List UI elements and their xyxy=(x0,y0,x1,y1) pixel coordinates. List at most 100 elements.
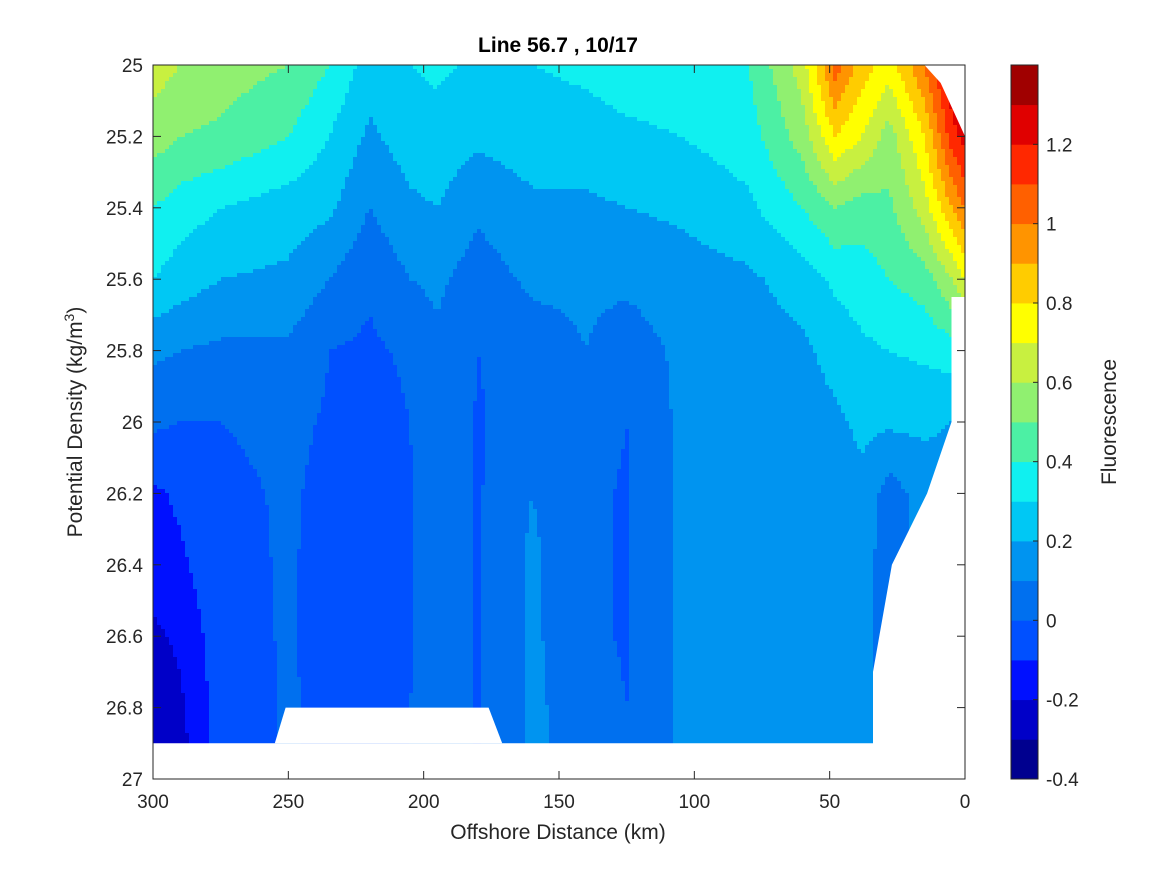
contour-cell xyxy=(541,633,614,638)
contour-cell xyxy=(305,473,414,478)
contour-cell xyxy=(161,89,250,94)
contour-cell xyxy=(613,569,630,574)
contour-cell xyxy=(277,693,302,698)
contour-cell xyxy=(537,529,614,534)
contour-cell xyxy=(153,425,170,430)
contour-cell xyxy=(629,469,674,474)
colorbar-tick-label: 1.2 xyxy=(1046,135,1072,156)
contour-cell xyxy=(621,449,630,454)
contour-cell xyxy=(905,177,922,182)
contour-cell xyxy=(301,545,414,550)
contour-cell xyxy=(921,125,930,130)
contour-cell xyxy=(929,205,942,210)
contour-cell xyxy=(273,577,298,582)
contour-cell xyxy=(953,153,965,158)
contour-cell xyxy=(937,121,946,126)
contour-cell xyxy=(481,517,530,522)
contour-cell xyxy=(413,549,474,554)
contour-cell xyxy=(153,717,186,722)
contour-cell xyxy=(925,305,950,310)
contour-cell xyxy=(929,201,942,206)
contour-cell xyxy=(813,109,826,114)
contour-cell xyxy=(269,509,302,514)
contour-cell xyxy=(629,645,674,650)
contour-cell xyxy=(485,477,618,482)
contour-cell xyxy=(413,613,474,618)
contour-cell xyxy=(665,353,818,358)
contour-cell xyxy=(813,265,882,270)
contour-cell xyxy=(917,81,930,86)
contour-cell xyxy=(473,597,482,602)
contour-cell xyxy=(613,605,630,610)
colorbar-swatch xyxy=(1011,660,1038,701)
contour-cell xyxy=(153,661,178,666)
contour-cell xyxy=(153,141,174,146)
contour-cell xyxy=(153,161,234,166)
contour-cell xyxy=(445,289,526,294)
contour-cell xyxy=(929,121,938,126)
contour-cell xyxy=(809,173,830,178)
contour-cell xyxy=(541,597,614,602)
contour-cell xyxy=(929,157,938,162)
contour-cell xyxy=(153,725,186,730)
contour-cell xyxy=(629,441,674,446)
contour-cell xyxy=(309,101,346,106)
contour-cell xyxy=(477,357,482,362)
contour-cell xyxy=(153,349,182,354)
colorbar-tick-label: 0.8 xyxy=(1046,294,1072,315)
contour-cell xyxy=(717,161,774,166)
contour-cell xyxy=(165,489,266,494)
contour-cell xyxy=(153,437,238,442)
contour-cell xyxy=(673,601,874,606)
contour-cell xyxy=(221,277,330,282)
contour-cell xyxy=(525,537,542,542)
contour-cell xyxy=(153,261,166,266)
contour-cell xyxy=(629,693,674,698)
contour-cell xyxy=(629,673,674,678)
contour-cell xyxy=(873,149,898,154)
contour-cell xyxy=(481,705,526,710)
contour-cell xyxy=(277,645,298,650)
contour-cell xyxy=(921,221,938,226)
contour-cell xyxy=(897,217,922,222)
contour-cell xyxy=(821,193,862,198)
contour-cell xyxy=(153,465,254,470)
contour-cell xyxy=(185,553,270,558)
contour-cell xyxy=(153,245,178,250)
contour-cell xyxy=(929,153,938,158)
contour-cell xyxy=(273,633,298,638)
contour-cell xyxy=(941,105,950,110)
contour-cell xyxy=(153,701,186,706)
contour-cell xyxy=(473,465,486,470)
contour-cell xyxy=(885,273,934,278)
contour-cell xyxy=(337,265,406,270)
contour-cell xyxy=(805,169,826,174)
contour-cell xyxy=(369,317,374,322)
contour-cell xyxy=(849,309,926,314)
contour-cell xyxy=(937,161,946,166)
contour-cell xyxy=(753,197,794,202)
contour-cell xyxy=(873,253,918,258)
contour-cell xyxy=(909,97,926,102)
contour-cell xyxy=(189,741,210,746)
contour-cell xyxy=(957,185,965,190)
contour-cell xyxy=(825,377,958,382)
contour-cell xyxy=(161,313,306,318)
contour-cell xyxy=(325,285,422,290)
contour-cell xyxy=(193,573,274,578)
contour-cell xyxy=(485,473,618,478)
contour-cell xyxy=(297,621,414,626)
contour-cell xyxy=(369,117,374,122)
contour-cell xyxy=(481,357,666,362)
contour-cell xyxy=(545,685,626,690)
contour-cell xyxy=(525,593,542,598)
contour-cell xyxy=(957,133,965,138)
contour-cell xyxy=(613,633,630,638)
contour-cell xyxy=(549,705,674,710)
contour-cell xyxy=(877,501,910,506)
contour-cell xyxy=(897,133,910,138)
colorbar: -0.4-0.200.20.40.60.811.2 xyxy=(1010,64,1079,791)
contour-cell xyxy=(413,553,474,558)
contour-cell xyxy=(413,457,474,462)
contour-cell xyxy=(937,325,965,330)
